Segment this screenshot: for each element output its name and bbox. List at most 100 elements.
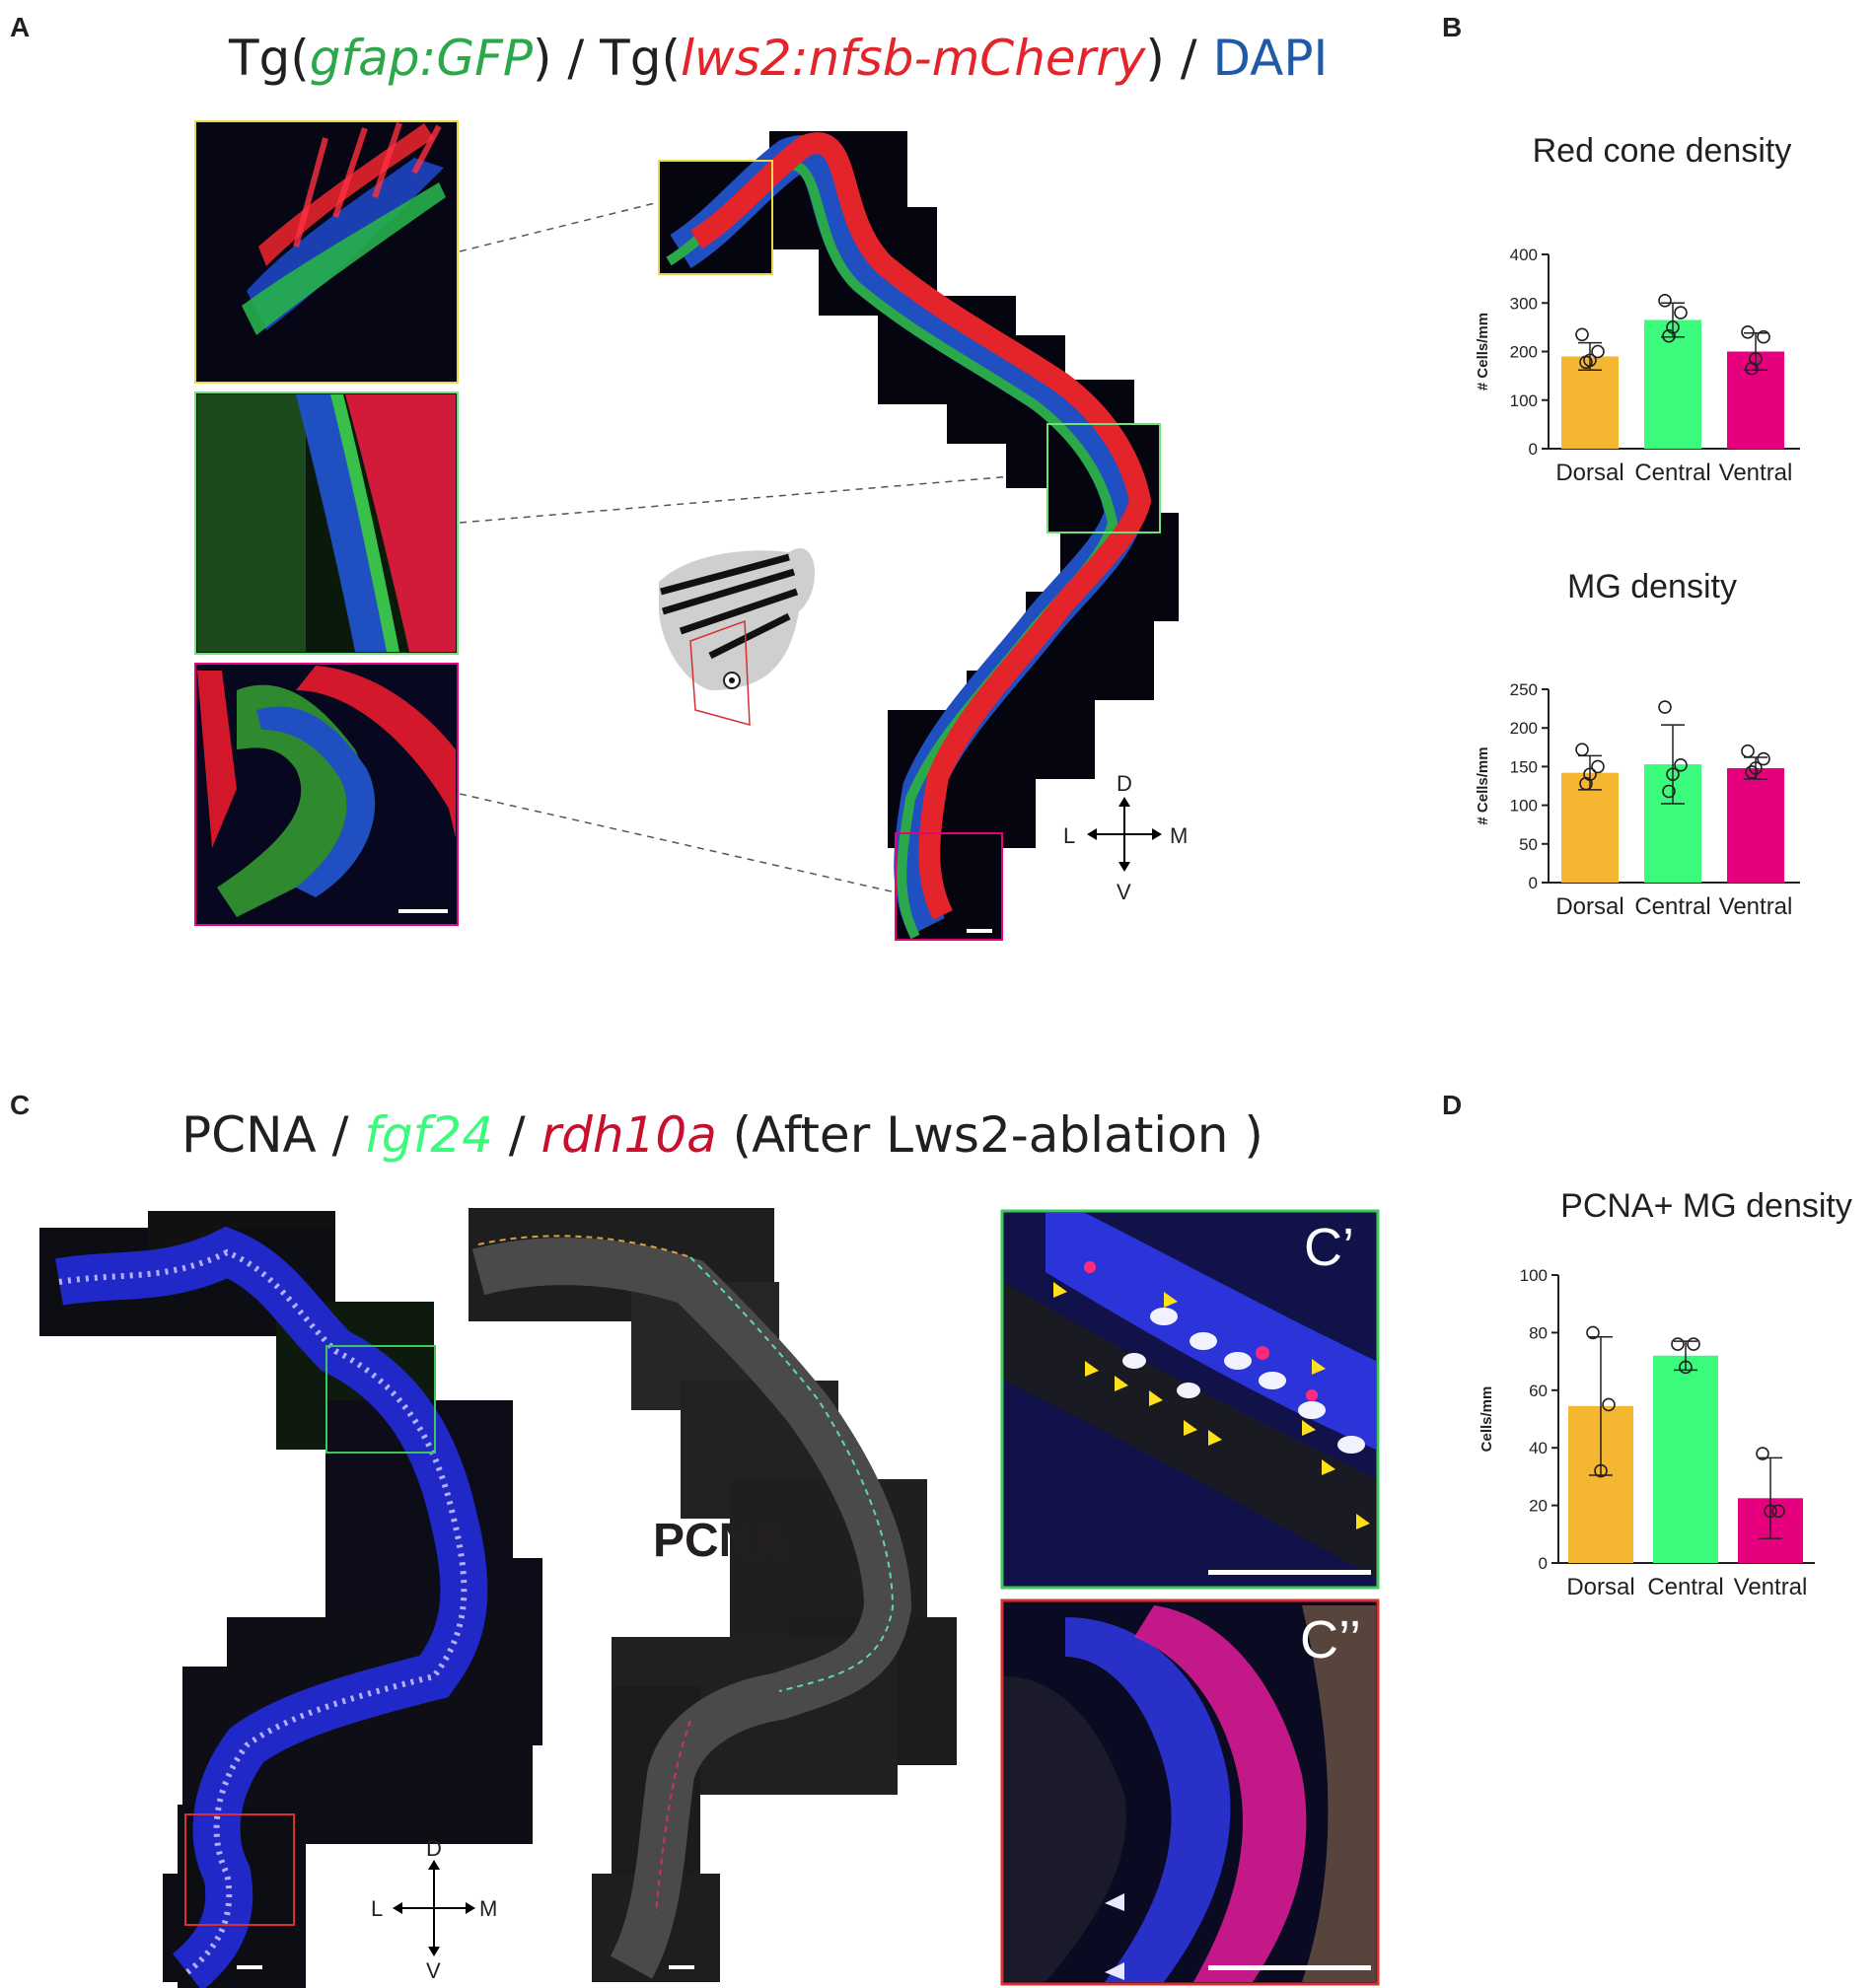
bar-dorsal bbox=[1561, 772, 1619, 883]
chart-red-cone-density: Red cone density # Cells/mm 0 100 200 300 400 D… bbox=[1475, 132, 1800, 486]
y-tick-label: 100 bbox=[1520, 1266, 1548, 1285]
data-point bbox=[1745, 361, 1759, 376]
y-tick-label: 0 bbox=[1529, 874, 1538, 892]
inset-c-prime-label: C’ bbox=[1304, 1218, 1354, 1277]
y-axis-label: # Cells/mm bbox=[1475, 746, 1491, 824]
inset-c-double-prime bbox=[1000, 1598, 1380, 1986]
data-point bbox=[1757, 751, 1770, 766]
chart-pcna-mg-density: PCNA+ MG density Cells/mm 0 20 40 60 80 100 Dors… bbox=[1478, 1187, 1852, 1600]
title-c-pcna: PCNA bbox=[181, 1106, 317, 1164]
data-point bbox=[1591, 759, 1605, 774]
data-point bbox=[1662, 784, 1676, 799]
panel-a-title: Tg(gfap:GFP) / Tg(lws2:nfsb-mCherry) / D… bbox=[229, 30, 1328, 87]
panel-label-a: A bbox=[10, 12, 31, 42]
data-point bbox=[1575, 743, 1589, 756]
compass-a-m: M bbox=[1170, 823, 1189, 848]
compass-a-v: V bbox=[1117, 880, 1131, 904]
data-point bbox=[1594, 1463, 1608, 1478]
data-point bbox=[1666, 767, 1680, 782]
bar-dorsal bbox=[1561, 356, 1619, 449]
inset-ventral bbox=[194, 663, 459, 926]
data-point bbox=[1741, 744, 1755, 758]
data-point bbox=[1591, 344, 1605, 359]
bar-central bbox=[1653, 1355, 1718, 1563]
data-point bbox=[1679, 1360, 1693, 1375]
fish-illustration bbox=[659, 547, 816, 726]
x-tick-label: Central bbox=[1647, 1574, 1723, 1600]
data-point bbox=[1671, 1337, 1685, 1351]
data-point bbox=[1749, 761, 1763, 775]
chart-mg-density: MG density # Cells/mm 0 50 100 150 200 250 Dorsa… bbox=[1475, 568, 1800, 920]
compass-c bbox=[393, 1860, 475, 1956]
y-tick-label: 60 bbox=[1529, 1382, 1548, 1400]
title-a-gfap: gfap:GFP bbox=[309, 30, 534, 87]
data-point bbox=[1586, 1325, 1600, 1340]
title-c-sep2: / bbox=[492, 1106, 541, 1164]
data-point bbox=[1771, 1504, 1785, 1519]
data-point bbox=[1666, 320, 1680, 334]
inset-c-double-prime-label: C’’ bbox=[1300, 1610, 1362, 1669]
chart-title: MG density bbox=[1567, 568, 1737, 605]
chart-title: PCNA+ MG density bbox=[1560, 1187, 1852, 1225]
x-tick-label: Central bbox=[1634, 460, 1710, 486]
title-a-mid: ) / Tg( bbox=[533, 30, 681, 87]
panel-c-title: PCNA / fgf24 / rdh10a (After Lws2-ablati… bbox=[181, 1106, 1263, 1164]
y-tick-label: 40 bbox=[1529, 1439, 1548, 1457]
compass-a-d: D bbox=[1117, 771, 1132, 796]
y-tick-label: 50 bbox=[1519, 835, 1538, 854]
title-a-prefix: Tg( bbox=[229, 30, 310, 87]
panel-label-d: D bbox=[1442, 1090, 1463, 1120]
y-axis-label: # Cells/mm bbox=[1475, 313, 1491, 390]
data-point bbox=[1741, 325, 1755, 339]
y-tick-label: 0 bbox=[1529, 440, 1538, 459]
data-point bbox=[1687, 1337, 1700, 1351]
title-c-rest: (After Lws2-ablation ) bbox=[716, 1106, 1263, 1164]
y-axis-label: Cells/mm bbox=[1478, 1386, 1495, 1453]
panel-label-c: C bbox=[10, 1090, 31, 1120]
pcna-montage bbox=[469, 1208, 957, 1982]
compass-a-l: L bbox=[1063, 823, 1076, 848]
pcna-label: PCNA bbox=[653, 1515, 788, 1567]
compass-c-m: M bbox=[479, 1896, 498, 1921]
compass-c-v: V bbox=[426, 1958, 441, 1983]
bar-ventral bbox=[1727, 767, 1784, 883]
x-tick-label: Dorsal bbox=[1555, 893, 1623, 920]
data-point bbox=[1745, 765, 1759, 779]
title-c-sep1: / bbox=[316, 1106, 365, 1164]
panel-c-micrographs bbox=[39, 1208, 1380, 1988]
data-point bbox=[1756, 1447, 1769, 1460]
inset-dorsal bbox=[194, 120, 459, 384]
y-tick-label: 150 bbox=[1510, 757, 1538, 776]
compass-c-d: D bbox=[426, 1836, 442, 1861]
y-tick-label: 200 bbox=[1510, 343, 1538, 362]
data-point bbox=[1757, 329, 1770, 344]
compass-c-l: L bbox=[371, 1896, 384, 1921]
y-tick-label: 100 bbox=[1510, 391, 1538, 410]
y-tick-label: 20 bbox=[1529, 1497, 1548, 1516]
data-point bbox=[1658, 293, 1672, 308]
x-tick-label: Dorsal bbox=[1555, 460, 1623, 486]
inset-central bbox=[194, 391, 459, 655]
y-tick-label: 250 bbox=[1510, 680, 1538, 699]
x-tick-label: Central bbox=[1634, 893, 1710, 920]
bar-central bbox=[1644, 320, 1701, 449]
retina-montage-a bbox=[658, 131, 1179, 941]
compass-a bbox=[1087, 797, 1162, 872]
data-point bbox=[1602, 1397, 1616, 1412]
panel-label-b: B bbox=[1442, 12, 1463, 42]
data-point bbox=[1764, 1504, 1777, 1519]
retina-montage-c bbox=[39, 1211, 542, 1988]
x-tick-label: Ventral bbox=[1719, 893, 1793, 920]
data-point bbox=[1579, 776, 1593, 791]
inset-c-prime bbox=[1000, 1209, 1380, 1590]
title-a-sep: ) / bbox=[1145, 30, 1213, 87]
y-tick-label: 200 bbox=[1510, 719, 1538, 738]
title-c-fgf24: fgf24 bbox=[364, 1106, 493, 1164]
data-point bbox=[1575, 327, 1589, 342]
x-tick-label: Ventral bbox=[1719, 460, 1793, 486]
title-a-lws2: lws2:nfsb-mCherry bbox=[680, 30, 1146, 87]
data-point bbox=[1674, 758, 1688, 772]
chart-title: Red cone density bbox=[1533, 132, 1792, 170]
title-c-rdh10a: rdh10a bbox=[541, 1106, 717, 1164]
data-point bbox=[1579, 355, 1593, 370]
